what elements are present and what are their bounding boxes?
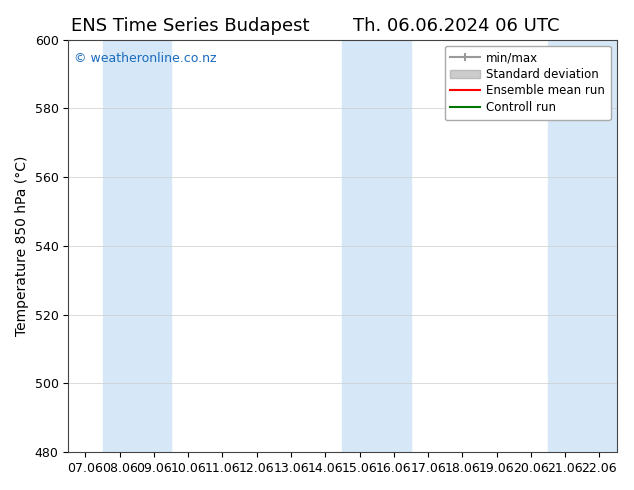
Bar — [548, 40, 616, 452]
Text: © weatheronline.co.nz: © weatheronline.co.nz — [74, 52, 216, 65]
Y-axis label: Temperature 850 hPa (°C): Temperature 850 hPa (°C) — [15, 156, 29, 336]
Text: Th. 06.06.2024 06 UTC: Th. 06.06.2024 06 UTC — [353, 17, 560, 35]
Legend: min/max, Standard deviation, Ensemble mean run, Controll run: min/max, Standard deviation, Ensemble me… — [444, 46, 611, 120]
Bar — [103, 40, 171, 452]
Text: ENS Time Series Budapest: ENS Time Series Budapest — [71, 17, 309, 35]
Bar — [342, 40, 411, 452]
